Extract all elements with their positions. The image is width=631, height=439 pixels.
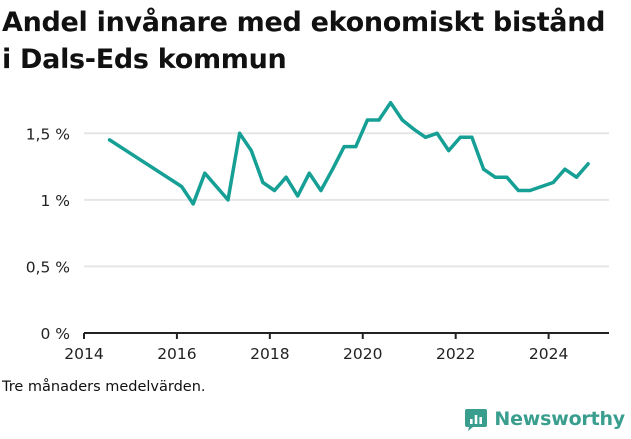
x-tick-label: 2016: [157, 345, 196, 363]
data-point: [238, 131, 242, 135]
brand-logo[interactable]: Newsworthy: [464, 407, 625, 431]
data-point: [330, 167, 335, 171]
data-point: [481, 167, 486, 171]
y-gridlines: [84, 132, 609, 268]
data-point: [400, 118, 404, 122]
data-point: [423, 135, 428, 139]
data-point: [354, 145, 358, 149]
data-point: [528, 188, 532, 193]
x-tick-label: 2024: [529, 345, 568, 363]
data-point: [226, 198, 230, 202]
data-point: [516, 188, 521, 193]
brand-name: Newsworthy: [494, 408, 625, 430]
data-point: [458, 135, 462, 139]
data-point: [389, 101, 393, 105]
data-point: [586, 162, 590, 166]
chart-footnote: Tre månaders medelvärden.: [2, 379, 206, 395]
y-tick-label: 0 %: [40, 325, 70, 343]
x-tick-label: 2020: [343, 345, 382, 363]
newsworthy-logo-icon: [465, 409, 488, 431]
data-point: [551, 180, 555, 185]
data-point: [447, 148, 451, 153]
data-point: [179, 184, 184, 189]
series-line: [107, 100, 590, 206]
data-point: [107, 138, 112, 142]
data-point: [377, 118, 381, 122]
data-point: [563, 167, 567, 171]
x-tick-label: 2014: [64, 345, 103, 363]
x-tick-label: 2018: [250, 345, 289, 363]
data-point: [307, 171, 311, 175]
data-point: [203, 171, 207, 175]
data-point: [261, 180, 265, 185]
data-point: [412, 127, 416, 131]
y-tick-label: 1,5 %: [26, 125, 70, 143]
data-point: [272, 188, 277, 193]
x-axis: 2014 2016 2018 2020 2022 2024: [64, 332, 609, 363]
data-point: [296, 194, 300, 198]
y-tick-label: 1 %: [40, 192, 70, 210]
data-point: [435, 131, 439, 135]
data-point: [319, 188, 323, 193]
data-point: [574, 175, 579, 179]
data-point: [249, 148, 253, 153]
y-tick-label: 0,5 %: [26, 258, 70, 276]
data-point: [493, 175, 497, 179]
series-polyline: [107, 100, 590, 206]
data-point: [365, 118, 370, 122]
data-point: [540, 184, 544, 189]
x-tick-label: 2022: [436, 345, 475, 363]
data-point: [470, 135, 474, 139]
data-point: [284, 175, 288, 179]
data-point: [191, 202, 195, 206]
chart-title: Andel invånare med ekonomiskt bistånd i …: [2, 7, 606, 75]
y-axis-ticks: 0 % 0,5 % 1 % 1,5 %: [26, 125, 70, 343]
data-point: [342, 145, 346, 149]
data-point: [505, 175, 509, 179]
